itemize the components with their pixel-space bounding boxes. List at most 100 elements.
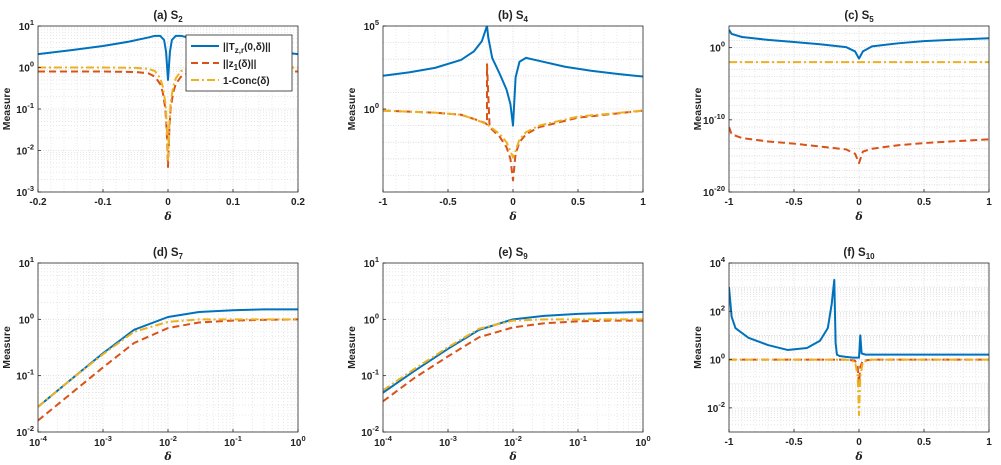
x-tick-label: 10-1 <box>569 434 587 449</box>
chart-title: (e) S9 <box>498 247 528 261</box>
legend-label: ||Tz,r(0,δ)|| <box>223 42 271 55</box>
x-tick-label: 1 <box>640 197 646 208</box>
series-group-d <box>38 308 298 422</box>
chart-panel-c: 10-20 10-10 100 -1 -0.5 0 0.5 1 (c) S5 δ Measure <box>692 10 992 223</box>
x-tick-label: -1 <box>725 437 734 448</box>
x-tick-label: 1 <box>986 197 992 208</box>
y-axis-label: Measure <box>346 88 358 131</box>
series-line-s3 <box>729 358 989 417</box>
y-tick-label: 10-1 <box>16 101 34 116</box>
y-tick-label: 10-3 <box>16 184 34 199</box>
x-axis-label: δ <box>854 210 862 223</box>
x-tick-label: 0 <box>856 437 862 448</box>
y-tick-label: 10-2 <box>16 424 34 439</box>
x-axis-label: δ <box>508 210 516 223</box>
series-line-s2 <box>383 319 643 403</box>
y-tick-label: 100 <box>364 101 379 116</box>
series-line-s1 <box>729 278 989 359</box>
chart-panel-f: 10-2 100 102 104 -1 -0.5 0 0.5 1 (f) S10 δ Measure <box>692 247 992 463</box>
legend-label: ||z1(δ)|| <box>223 59 257 72</box>
x-tick-label: -0.5 <box>785 197 803 208</box>
series-group-f <box>729 278 989 417</box>
x-axis-label: δ <box>163 450 171 463</box>
y-tick-label: 10-2 <box>16 143 34 158</box>
x-tick-label: 10-1 <box>224 434 242 449</box>
y-tick-label: 10-2 <box>361 424 379 439</box>
y-tick-label: 100 <box>364 311 379 326</box>
series-line-s2 <box>729 126 989 165</box>
y-axis-label: Measure <box>692 88 704 131</box>
legend-label: 1-Conc(δ) <box>223 76 270 87</box>
x-tick-label: 10-4 <box>29 434 48 449</box>
series-group-b <box>383 26 643 182</box>
x-axis-label: δ <box>163 210 171 223</box>
legend: ||Tz,r(0,δ)|| ||z1(δ)|| 1-Conc(δ) <box>185 34 293 92</box>
grid-e <box>383 263 643 432</box>
y-tick-label: 10-1 <box>361 368 379 383</box>
chart-panel-e: 10-2 10-1 100 101 10-4 10-3 10-2 10-1 100 (e) S9 δ… <box>346 247 651 463</box>
grid-d <box>38 263 298 432</box>
series-line-s2 <box>383 63 643 182</box>
x-tick-label: 100 <box>635 434 650 449</box>
x-tick-label: 1 <box>986 437 992 448</box>
chart-title: (d) S7 <box>153 247 184 261</box>
y-tick-label: 100 <box>710 352 725 367</box>
y-tick-label: 10-2 <box>707 400 725 415</box>
y-tick-label: 101 <box>19 255 34 270</box>
x-tick-label: 0 <box>165 197 171 208</box>
chart-title: (a) S2 <box>153 10 183 24</box>
x-tick-label: -0.5 <box>785 437 803 448</box>
x-tick-label: 0.5 <box>571 197 585 208</box>
series-group-c <box>729 29 989 165</box>
y-tick-label: 104 <box>710 255 726 270</box>
y-axis-label: Measure <box>692 326 704 369</box>
x-tick-label: -0.5 <box>439 197 457 208</box>
x-tick-label: 10-4 <box>374 434 393 449</box>
chart-title: (f) S10 <box>843 247 875 261</box>
x-tick-label: 0 <box>510 197 516 208</box>
y-tick-label: 10-1 <box>16 368 34 383</box>
series-line-s1 <box>383 26 643 127</box>
x-tick-label: 0 <box>856 197 862 208</box>
y-axis-label: Measure <box>1 88 13 131</box>
chart-panel-b: 100 105 -1 -0.5 0 0.5 1 (b) S4 δ Measure <box>346 10 646 223</box>
x-tick-label: -0.1 <box>94 197 112 208</box>
x-axis-label: δ <box>854 450 862 463</box>
x-tick-label: 100 <box>290 434 305 449</box>
chart-panel-a: 10-3 10-2 10-1 100 101 -0.2 -0.1 0 0.1 0.2 (a) S2 δ… <box>1 10 305 223</box>
series-line-s1 <box>383 310 643 394</box>
y-tick-label: 10-10 <box>703 112 725 127</box>
x-tick-label: 0.2 <box>291 197 305 208</box>
y-tick-label: 105 <box>364 18 379 33</box>
chart-panel-d: 10-2 10-1 100 101 10-4 10-3 10-2 10-1 100 (d) S7 δ… <box>1 247 306 463</box>
series-line-s1 <box>729 29 989 60</box>
x-tick-label: 10-2 <box>504 434 522 449</box>
x-tick-label: 0.5 <box>917 437 931 448</box>
y-tick-label: 10-20 <box>703 184 725 199</box>
x-tick-label: 10-3 <box>94 434 112 449</box>
chart-title: (c) S5 <box>844 10 874 24</box>
x-axis-label: δ <box>508 450 516 463</box>
y-axis-label: Measure <box>346 326 358 369</box>
y-tick-label: 100 <box>710 40 725 55</box>
x-tick-label: 0.1 <box>226 197 240 208</box>
y-tick-label: 100 <box>19 60 34 75</box>
grid-b <box>383 26 643 192</box>
x-tick-label: -1 <box>379 197 388 208</box>
y-tick-label: 100 <box>19 311 34 326</box>
x-tick-label: 10-3 <box>439 434 457 449</box>
chart-title: (b) S4 <box>498 10 529 24</box>
x-tick-label: -0.2 <box>29 197 47 208</box>
series-line-s3 <box>383 318 643 392</box>
series-line-s3 <box>38 318 298 408</box>
x-tick-label: -1 <box>725 197 734 208</box>
series-line-s3 <box>383 109 643 159</box>
x-tick-label: 0.5 <box>917 197 931 208</box>
series-group-e <box>383 310 643 403</box>
y-tick-label: 101 <box>19 18 34 33</box>
y-tick-label: 101 <box>364 255 379 270</box>
x-tick-label: 10-2 <box>159 434 177 449</box>
y-axis-label: Measure <box>1 326 13 369</box>
y-tick-label: 102 <box>710 303 725 318</box>
